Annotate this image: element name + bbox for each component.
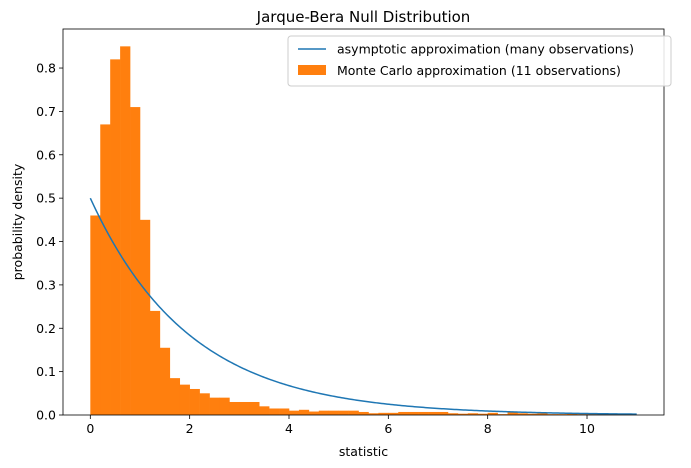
histogram-bar — [557, 414, 568, 415]
chart-title: Jarque-Bera Null Distribution — [256, 8, 471, 26]
histogram-bar — [110, 59, 121, 415]
histogram-bar — [169, 378, 181, 415]
histogram-bar — [428, 411, 439, 415]
histogram-bar — [269, 408, 280, 415]
histogram-bar — [120, 46, 131, 415]
histogram-bar — [328, 410, 339, 415]
x-tick-label: 2 — [186, 421, 194, 436]
histogram-bar — [378, 412, 389, 415]
y-axis-label: probability density — [10, 163, 25, 280]
histogram-bar — [477, 413, 488, 415]
x-tick-label: 4 — [285, 421, 293, 436]
histogram-bar — [408, 411, 419, 415]
y-tick-label: 0.0 — [36, 408, 56, 423]
histogram-bar — [139, 219, 151, 415]
legend-box — [287, 35, 672, 87]
histogram-bar — [457, 413, 469, 415]
histogram-bar — [537, 413, 548, 415]
x-tick-label: 0 — [86, 421, 94, 436]
histogram-bar — [388, 412, 399, 415]
histogram-bar — [219, 397, 230, 415]
x-axis-ticks: 0 2 4 6 8 10 — [86, 415, 595, 436]
y-tick-label: 0.2 — [36, 321, 56, 336]
histogram-bar — [577, 414, 588, 415]
x-axis-label: statistic — [339, 444, 388, 459]
histogram-bar — [497, 414, 508, 415]
y-tick-label: 0.1 — [36, 364, 56, 379]
x-tick-label: 6 — [384, 421, 392, 436]
histogram-bar — [358, 411, 369, 415]
histogram-bar — [90, 215, 101, 415]
histogram-bar — [229, 401, 240, 415]
y-axis-ticks: 0.0 0.1 0.2 0.3 0.4 0.5 0.6 0.7 0.8 — [36, 61, 63, 423]
histogram-bar — [298, 409, 310, 415]
legend-entry-asymptotic: asymptotic approximation (many observati… — [337, 42, 634, 57]
histogram-bar — [567, 413, 578, 415]
histogram-bar — [100, 124, 111, 415]
histogram-bars — [90, 46, 637, 415]
histogram-bar — [179, 384, 190, 415]
histogram-bar — [487, 412, 498, 415]
histogram-bar — [159, 347, 171, 415]
asymptotic-curve — [89, 197, 637, 415]
histogram-bar — [596, 414, 608, 415]
legend: asymptotic approximation (many observati… — [287, 35, 672, 87]
x-tick-label: 10 — [579, 421, 595, 436]
histogram-bar — [199, 393, 210, 415]
histogram-bar — [239, 401, 250, 415]
histogram-bar — [398, 411, 409, 415]
histogram-bar — [467, 413, 479, 415]
histogram-bar — [318, 410, 330, 415]
histogram-bar — [447, 413, 459, 415]
histogram-bar — [368, 413, 379, 415]
histogram-bar — [418, 411, 429, 415]
histogram-bar — [507, 412, 518, 415]
histogram-bar — [547, 414, 558, 415]
histogram-bar — [149, 310, 161, 415]
histogram-bar — [189, 388, 200, 415]
histogram-bar — [517, 413, 528, 415]
histogram-bar — [288, 410, 300, 415]
histogram-bar — [438, 411, 449, 415]
histogram-bar — [587, 414, 598, 415]
legend-entry-monte-carlo: Monte Carlo approximation (11 observatio… — [337, 63, 621, 78]
histogram-bar — [130, 107, 141, 415]
y-tick-label: 0.3 — [36, 277, 56, 292]
histogram-bar — [527, 413, 538, 415]
histogram-bar — [259, 406, 270, 415]
legend-bar-swatch — [298, 65, 326, 75]
histogram-bar — [209, 397, 220, 415]
y-tick-label: 0.5 — [36, 191, 56, 206]
histogram-bar — [338, 410, 349, 415]
histogram-bar — [348, 410, 359, 415]
plot-area-frame — [62, 28, 665, 416]
histogram-bar — [279, 408, 290, 415]
y-tick-label: 0.6 — [36, 147, 56, 162]
histogram-bar — [308, 411, 320, 415]
y-tick-label: 0.8 — [36, 61, 56, 76]
histogram-bar — [249, 401, 260, 415]
y-tick-label: 0.7 — [36, 104, 56, 119]
y-tick-label: 0.4 — [36, 234, 56, 249]
x-tick-label: 8 — [484, 421, 492, 436]
